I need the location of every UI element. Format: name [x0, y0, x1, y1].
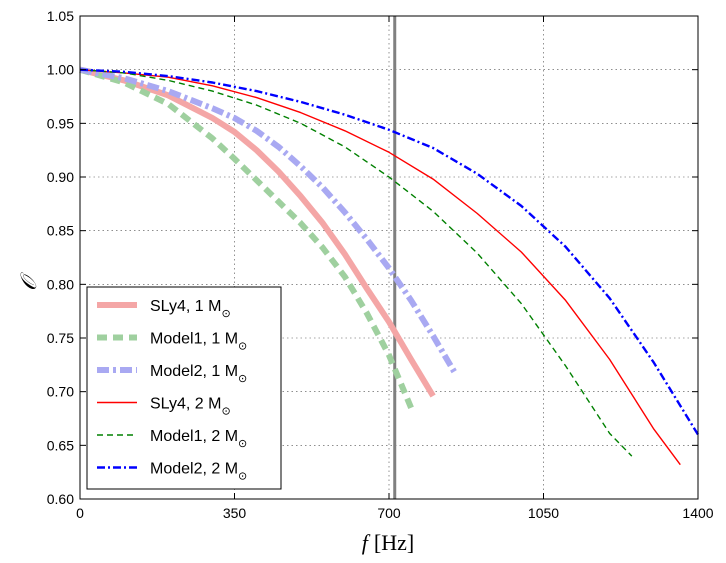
series-line-2	[79, 66, 414, 409]
series-line-6	[79, 68, 700, 436]
legend-label-main: Model1, 2 M	[150, 428, 238, 445]
y-axis-label: 𝒪	[16, 272, 41, 291]
x-axis-unit: [Hz]	[374, 530, 414, 555]
series-line-1	[79, 66, 436, 398]
legend-label-sun-symbol: ⊙	[238, 438, 247, 450]
y-tick-label: 1.05	[47, 8, 74, 24]
series-line-4	[79, 69, 681, 466]
legend-label-sun-symbol: ⊙	[221, 308, 230, 320]
x-tick-label: 350	[223, 505, 247, 521]
x-axis-label: f [Hz]	[362, 530, 414, 555]
y-tick-label: 0.60	[47, 491, 74, 507]
legend-label-5: Model1, 2 M⊙	[150, 428, 247, 450]
x-tick-label: 700	[377, 505, 401, 521]
series-lines	[79, 66, 700, 466]
x-tick-label: 1400	[682, 505, 713, 521]
y-tick-label: 0.70	[47, 384, 74, 400]
y-tick-label: 0.85	[47, 223, 74, 239]
y-tick-label: 0.90	[47, 169, 74, 185]
legend-label-main: SLy4, 2 M	[150, 396, 221, 413]
legend-label-sun-symbol: ⊙	[238, 341, 247, 353]
tick-labels: 0 350 700 1050 1400 0.60 0.65 0.70 0.75 0.80 0.85 0…	[47, 8, 714, 521]
y-tick-label: 0.75	[47, 330, 74, 346]
legend-label-main: SLy4, 1 M	[150, 298, 221, 315]
legend-box	[86, 286, 282, 490]
y-tick-label: 0.95	[47, 115, 74, 131]
legend-label-main: Model1, 1 M	[150, 331, 238, 348]
x-axis-var: f	[362, 530, 371, 555]
legend-label-6: Model2, 2 M⊙	[150, 461, 247, 483]
series-line-5	[79, 69, 633, 457]
legend-label-4: SLy4, 2 M⊙	[150, 396, 231, 418]
legend-label-main: Model2, 2 M	[150, 461, 238, 478]
legend-label-sun-symbol: ⊙	[238, 373, 247, 385]
y-tick-label: 0.80	[47, 276, 74, 292]
legend-label-main: Model2, 1 M	[150, 363, 238, 380]
y-tick-label: 1.00	[47, 62, 74, 78]
legend-label-2: Model1, 1 M⊙	[150, 331, 247, 353]
y-tick-label: 0.65	[47, 437, 74, 453]
legend-label-sun-symbol: ⊙	[238, 471, 247, 483]
ticks	[79, 15, 699, 500]
legend-label-1: SLy4, 1 M⊙	[150, 298, 231, 320]
x-tick-label: 1050	[528, 505, 559, 521]
legend: SLy4, 1 M⊙Model1, 1 M⊙Model2, 1 M⊙SLy4, …	[86, 286, 282, 490]
x-tick-label: 0	[76, 505, 84, 521]
legend-label-3: Model2, 1 M⊙	[150, 363, 247, 385]
legend-label-sun-symbol: ⊙	[221, 406, 230, 418]
